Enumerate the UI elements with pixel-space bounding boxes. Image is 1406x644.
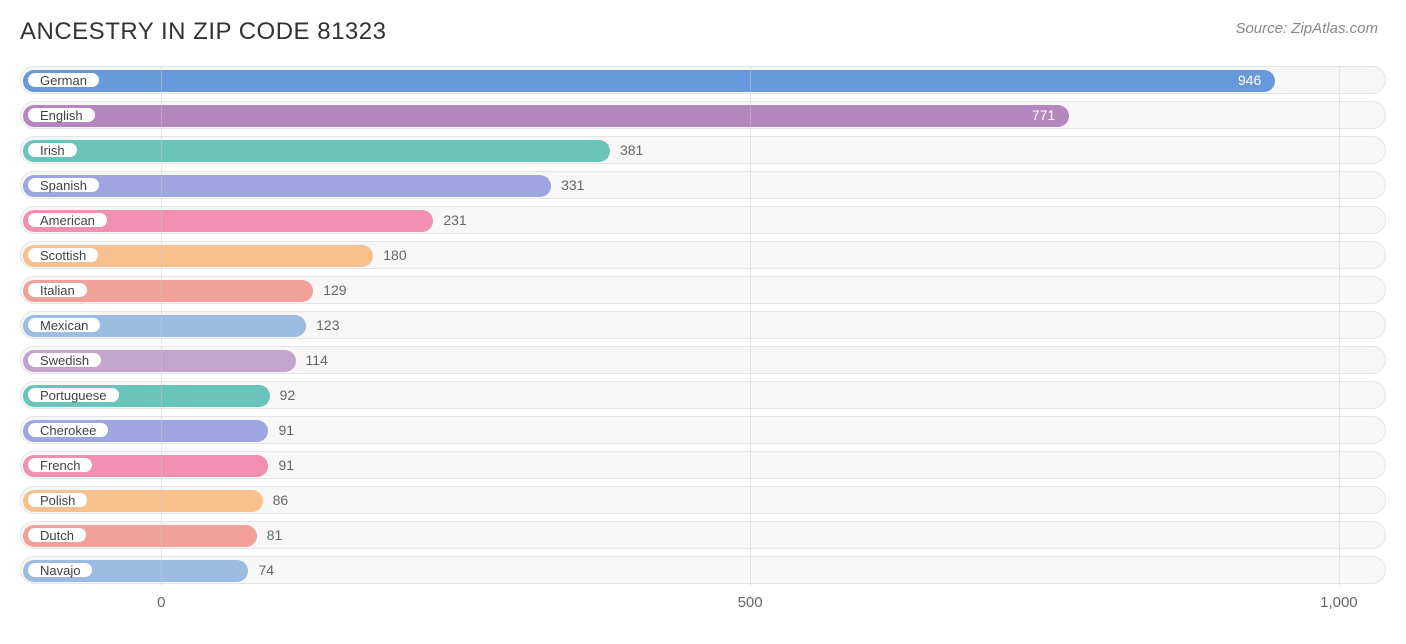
value-label: 123 (306, 311, 339, 339)
bar-row: English771 (20, 101, 1386, 131)
gridline (161, 66, 162, 586)
value-label: 91 (268, 451, 294, 479)
bar-row: Navajo 74 (20, 556, 1386, 586)
value-label: 86 (263, 486, 289, 514)
category-pill: Swedish (26, 351, 103, 369)
category-pill: Mexican (26, 316, 102, 334)
gridline (1339, 66, 1340, 586)
category-pill: French (26, 456, 94, 474)
bar-row: Irish 381 (20, 136, 1386, 166)
chart-area: German946 English771 Irish 381 Spanish 331 Ame… (20, 66, 1386, 626)
category-pill: Scottish (26, 246, 100, 264)
bar-rows: German946 English771 Irish 381 Spanish 331 Ame… (20, 66, 1386, 591)
value-label: 331 (551, 171, 584, 199)
x-axis-tick-label: 1,000 (1320, 594, 1358, 611)
chart-container: ANCESTRY IN ZIP CODE 81323 Source: ZipAt… (0, 0, 1406, 644)
chart-source: Source: ZipAtlas.com (1235, 20, 1378, 37)
category-pill: Navajo (26, 561, 94, 579)
bar (23, 175, 551, 197)
category-pill: Italian (26, 281, 89, 299)
bar-row: Spanish 331 (20, 171, 1386, 201)
category-pill: Cherokee (26, 421, 110, 439)
bar-row: German946 (20, 66, 1386, 96)
category-pill: Portuguese (26, 386, 121, 404)
category-pill: Polish (26, 491, 89, 509)
value-label: 946 (20, 66, 1275, 94)
bar-row: Mexican 123 (20, 311, 1386, 341)
x-axis-tick-label: 0 (157, 594, 165, 611)
value-label: 91 (268, 416, 294, 444)
bar-row: Scottish 180 (20, 241, 1386, 271)
bar-row: French 91 (20, 451, 1386, 481)
category-pill: Spanish (26, 176, 101, 194)
value-label: 81 (257, 521, 283, 549)
bar-row: Cherokee 91 (20, 416, 1386, 446)
gridline (750, 66, 751, 586)
bar-row: Portuguese 92 (20, 381, 1386, 411)
category-pill: Dutch (26, 526, 88, 544)
value-label: 74 (248, 556, 274, 584)
value-label: 180 (373, 241, 406, 269)
value-label: 92 (270, 381, 296, 409)
category-pill: Irish (26, 141, 79, 159)
bar-row: Polish 86 (20, 486, 1386, 516)
plot-area: German946 English771 Irish 381 Spanish 331 Ame… (20, 66, 1386, 586)
value-label: 381 (610, 136, 643, 164)
value-label: 129 (313, 276, 346, 304)
bar-row: American 231 (20, 206, 1386, 236)
category-pill: American (26, 211, 109, 229)
x-axis-tick-label: 500 (738, 594, 763, 611)
bar-row: Italian 129 (20, 276, 1386, 306)
bar-row: Swedish 114 (20, 346, 1386, 376)
value-label: 231 (433, 206, 466, 234)
chart-title: ANCESTRY IN ZIP CODE 81323 (20, 18, 386, 46)
bar (23, 140, 610, 162)
bar-row: Dutch 81 (20, 521, 1386, 551)
value-label: 771 (20, 101, 1069, 129)
header: ANCESTRY IN ZIP CODE 81323 Source: ZipAt… (20, 18, 1386, 46)
value-label: 114 (296, 346, 328, 374)
